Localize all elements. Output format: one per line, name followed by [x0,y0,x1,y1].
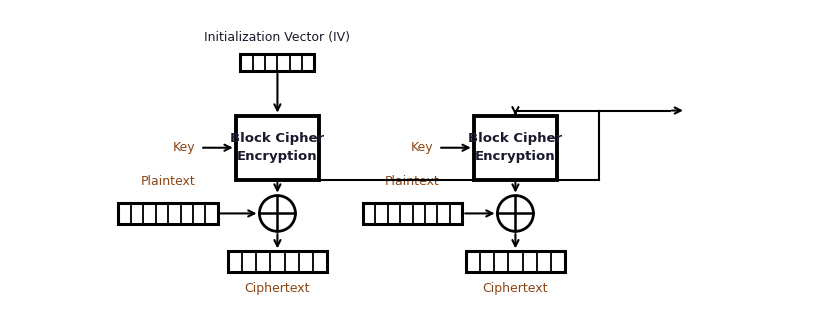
Ellipse shape [497,195,534,231]
Text: Ciphertext: Ciphertext [245,282,310,295]
Bar [466,251,565,272]
Bar [474,116,557,180]
Text: Block Cipher
Encryption: Block Cipher Encryption [231,132,325,163]
Text: Ciphertext: Ciphertext [483,282,548,295]
Text: Key: Key [411,141,433,154]
Bar [236,116,320,180]
Text: Block Cipher
Encryption: Block Cipher Encryption [468,132,563,163]
Bar [363,203,462,224]
Bar [118,203,218,224]
Bar [241,53,315,71]
Text: Key: Key [173,141,195,154]
Ellipse shape [260,195,295,231]
Text: Initialization Vector (IV): Initialization Vector (IV) [204,31,350,43]
Bar [227,251,327,272]
Text: Plaintext: Plaintext [385,175,440,188]
Text: Plaintext: Plaintext [141,175,195,188]
